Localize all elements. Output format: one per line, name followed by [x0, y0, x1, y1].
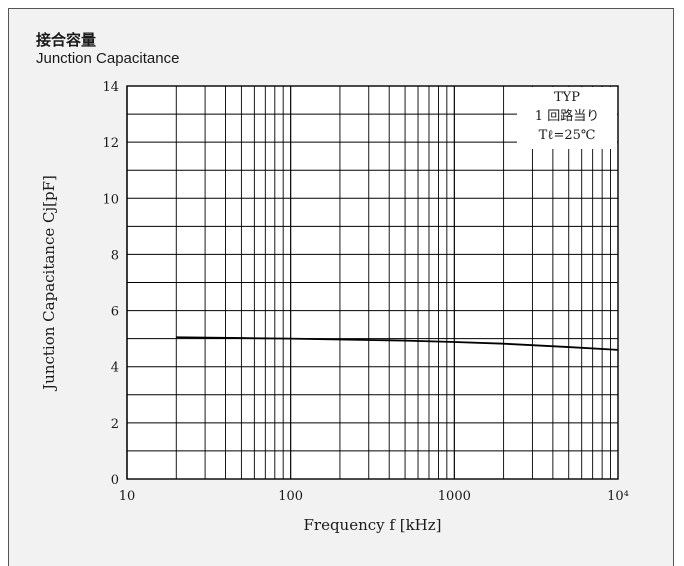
- x-tick-label: 1000: [438, 489, 471, 504]
- data-series: [176, 336, 619, 351]
- capacitance-curve: [176, 336, 619, 351]
- y-tick-label: 4: [111, 361, 119, 376]
- annotation-line: Tℓ=25℃: [539, 128, 596, 143]
- annotation-line: 1 回路当り: [535, 108, 599, 124]
- y-tick-labels: 0 2 4 6 8 10 12 14: [102, 80, 119, 488]
- x-tick-label: 10⁴: [607, 489, 629, 504]
- y-tick-label: 0: [111, 473, 119, 488]
- annotation-line: TYP: [554, 90, 580, 105]
- chart-title-english: Junction Capacitance: [36, 50, 180, 67]
- x-tick-label: 100: [278, 489, 303, 504]
- y-tick-label: 8: [111, 248, 119, 263]
- y-tick-label: 2: [111, 417, 119, 432]
- annotation-box: [517, 87, 617, 149]
- y-tick-label: 14: [102, 80, 119, 95]
- x-axis-label: Frequency f [kHz]: [304, 516, 442, 534]
- y-tick-label: 12: [102, 136, 119, 151]
- plot-frame: [126, 85, 619, 480]
- chart-title-japanese: 接合容量: [36, 31, 97, 49]
- minor-gridlines: [127, 86, 618, 479]
- annotation-text: TYP 1 回路当り Tℓ=25℃: [535, 90, 599, 143]
- y-tick-label: 6: [111, 305, 119, 320]
- x-tick-labels: 10 100 1000 10⁴: [119, 489, 629, 504]
- x-tick-label: 10: [119, 489, 136, 504]
- y-tick-label: 10: [102, 192, 119, 207]
- y-axis-label: Junction Capacitance Cj[pF]: [40, 175, 58, 392]
